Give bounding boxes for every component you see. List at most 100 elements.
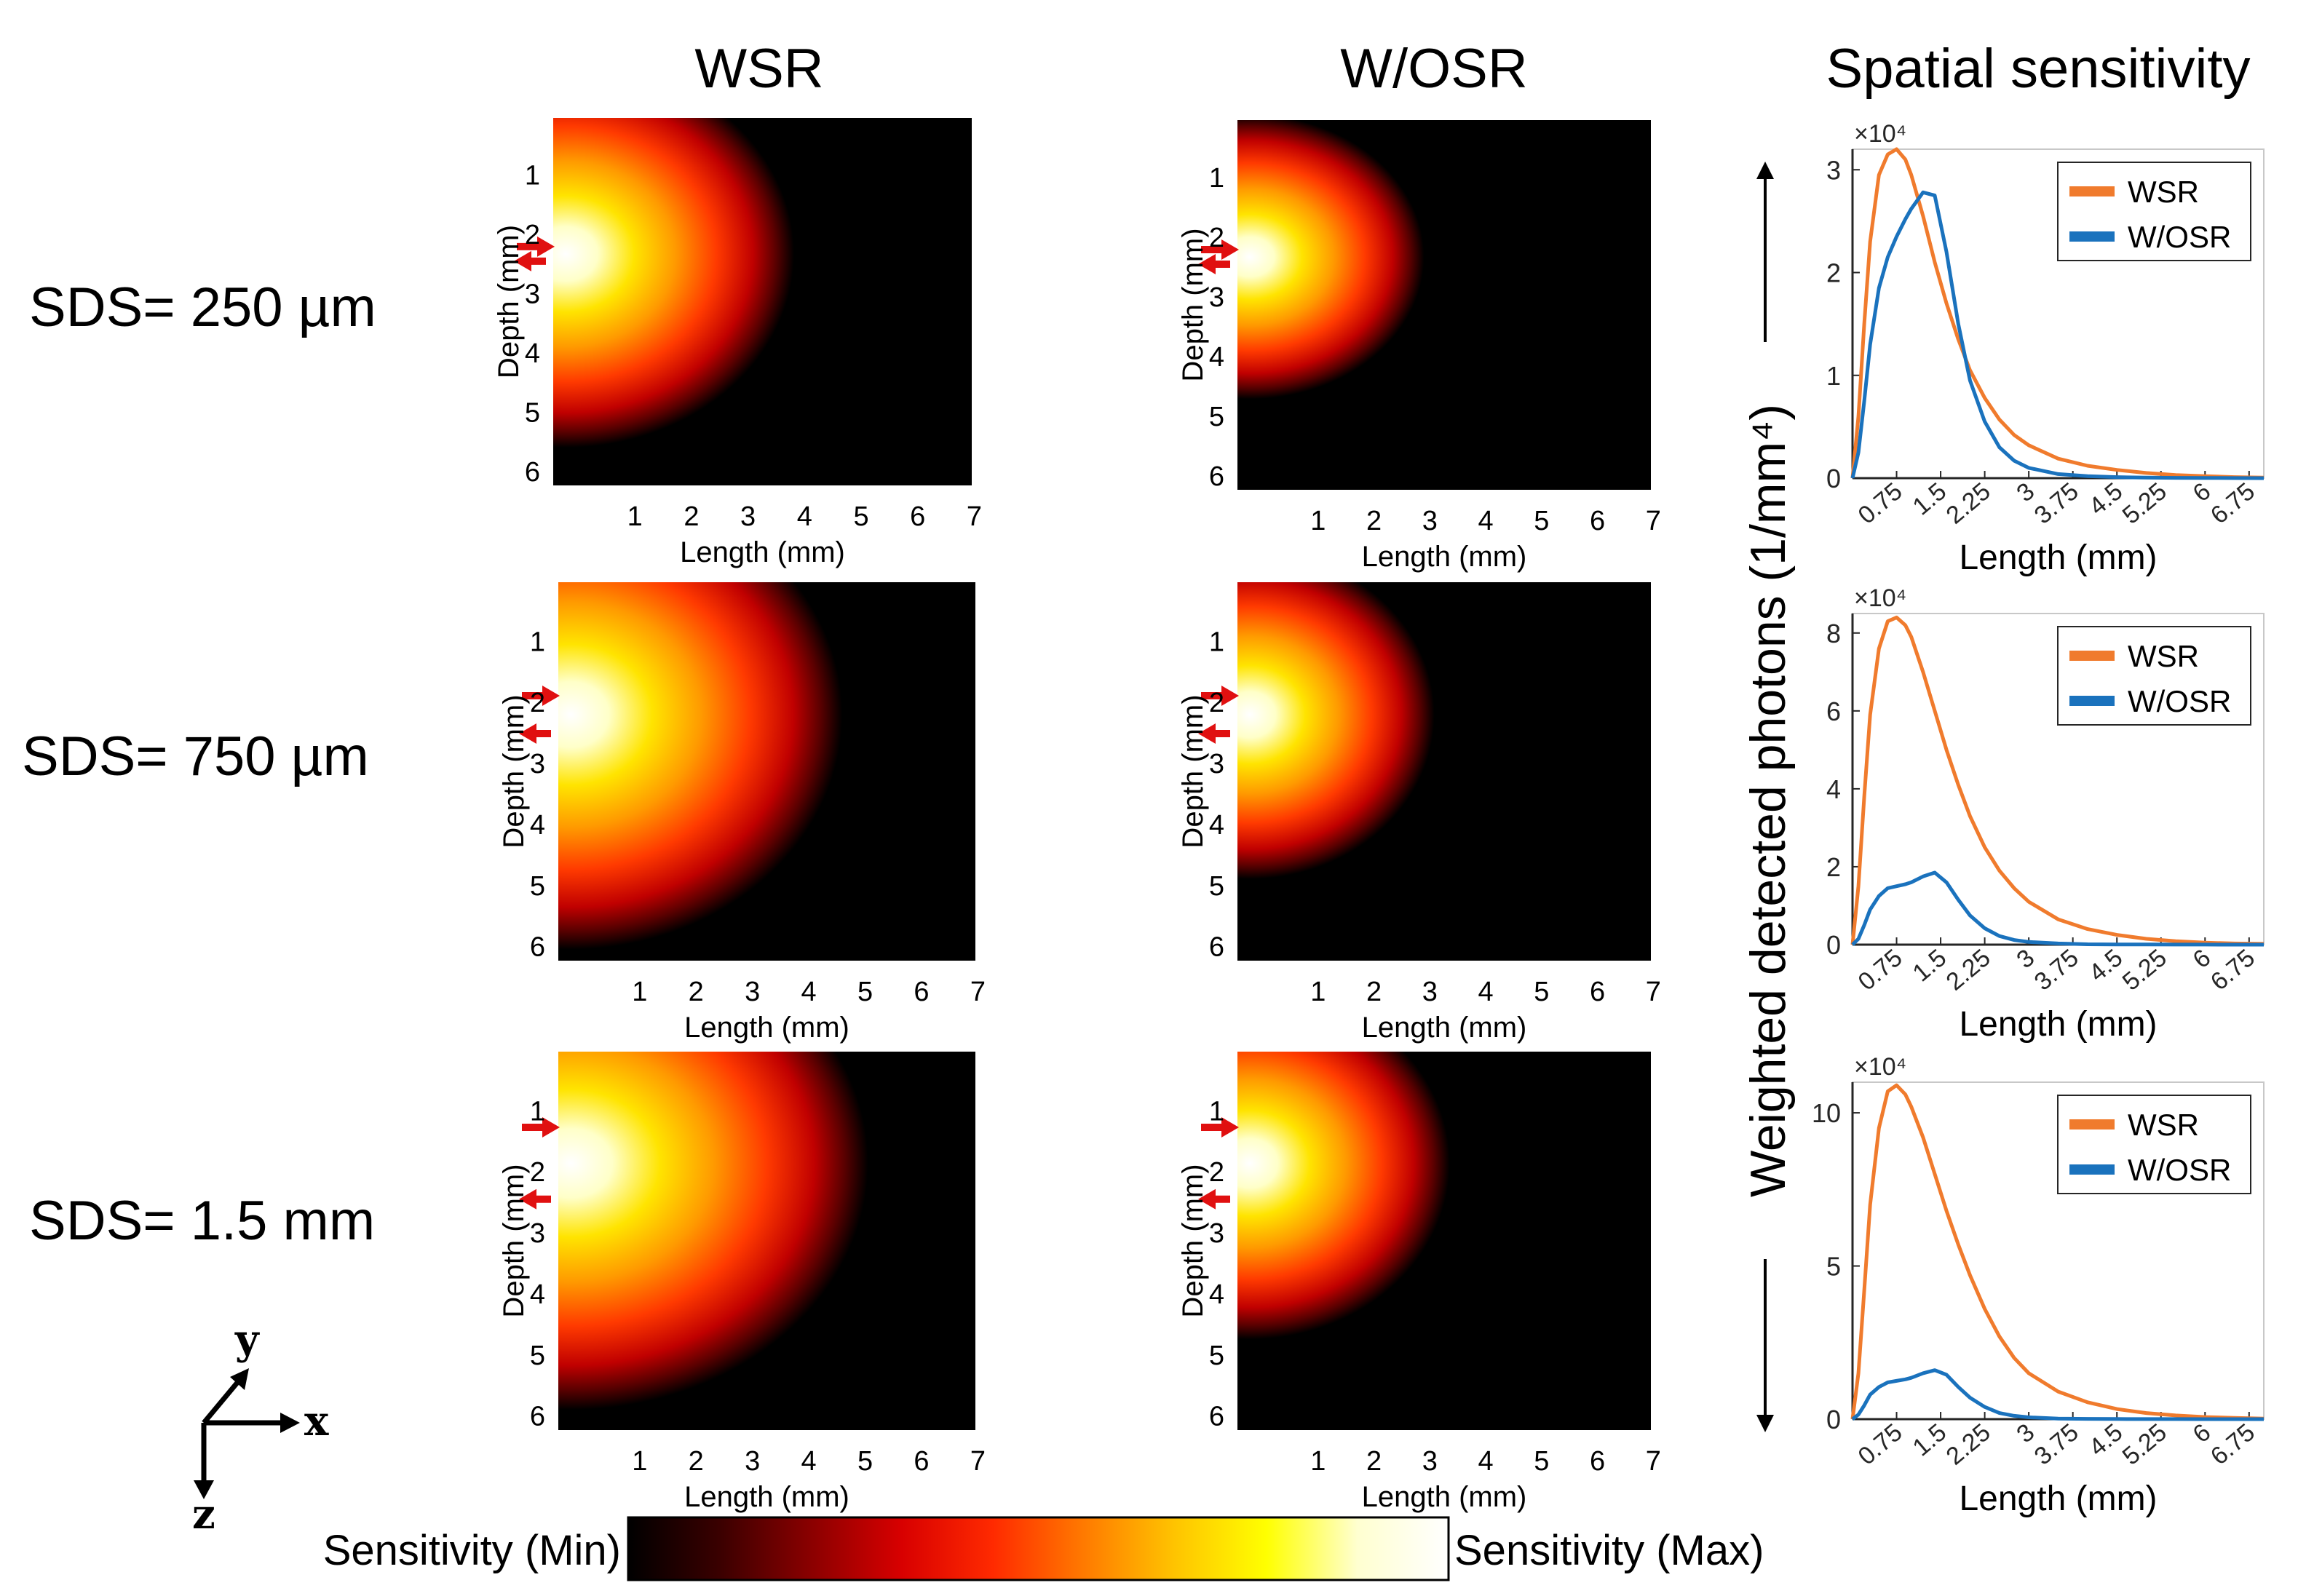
heatmap-xtick: 2: [1366, 1446, 1382, 1477]
colorbar: Sensitivity (Min) Sensitivity (Max): [323, 1516, 1764, 1581]
heatmap-ytick: 5: [525, 397, 540, 428]
heatmap-ytick: 4: [1209, 342, 1224, 373]
sensitivity-plume: [558, 582, 843, 950]
heatmap-panel-3: 1 2 3 4 5 6 7 1 2 3 4 5 6 Length (mm) Depth (mm): [498, 582, 986, 1044]
heatmap-panel-6: 1 2 3 4 5 6 7 1 2 3 4 5 6 Length (mm) Depth (mm): [1177, 1052, 1661, 1513]
series-line-wosr: [1851, 870, 2264, 947]
row-label-sds-250: SDS= 250 µm: [29, 277, 376, 338]
y-tick-label: 0: [1826, 1405, 1841, 1434]
heatmap-ylabel: Depth (mm): [498, 694, 530, 848]
y-tick-label: 10: [1812, 1098, 1841, 1128]
heatmap-xtick: 5: [857, 1446, 873, 1477]
line-chart-xlabel: Length (mm): [1959, 539, 2157, 577]
source-arrow-icon: [1201, 239, 1239, 260]
z-arrow-icon: [194, 1480, 214, 1499]
x-arrow-icon: [280, 1413, 300, 1433]
x-tick-label: 6.75: [2206, 944, 2260, 996]
heatmap-ytick: 4: [530, 810, 545, 841]
heatmap-xtick: 6: [914, 977, 929, 1007]
heatmap-ytick: 1: [525, 161, 540, 191]
heatmap-ytick: 1: [1209, 163, 1224, 194]
series-line-wosr: [1851, 1368, 2264, 1421]
heatmap-xtick: 1: [627, 501, 643, 532]
source-arrow-icon: [522, 686, 560, 706]
row-label-sds-1500: SDS= 1.5 mm: [29, 1190, 375, 1252]
y-tick-label: 3: [1826, 155, 1841, 185]
heatmap-xtick: 4: [801, 1446, 817, 1477]
detector-arrow-icon: [514, 250, 546, 271]
colorbar-max-label: Sensitivity (Max): [1454, 1527, 1764, 1574]
heatmap-xtick: 2: [684, 501, 699, 532]
shared-ylabel-group: Weighted detected photons (1/mm⁴): [1740, 162, 1796, 1432]
x-tick-label: 2.25: [1941, 1418, 1996, 1471]
heatmap-xtick: 5: [1534, 977, 1549, 1007]
x-tick-label: 2.25: [1941, 477, 1996, 530]
legend-box: [2057, 162, 2251, 261]
shared-ylabel: Weighted detected photons (1/mm⁴): [1740, 404, 1796, 1197]
y-tick-label: 6: [1826, 696, 1841, 726]
heatmap-xlabel: Length (mm): [1362, 1481, 1527, 1513]
heatmap-ytick: 3: [525, 279, 540, 309]
legend-label: WSR: [2128, 639, 2199, 673]
y-tick-label: 2: [1826, 258, 1841, 288]
heatmap-xtick: 1: [1310, 506, 1326, 536]
axes-glyph-y: y: [234, 1316, 260, 1364]
legend-label: WSR: [2128, 1108, 2199, 1142]
heatmap-ytick: 2: [1209, 1157, 1224, 1188]
heatmap-xtick: 4: [797, 501, 812, 532]
sensitivity-plume: [558, 1052, 868, 1410]
heatmap-xtick: 6: [1590, 977, 1605, 1007]
heatmap-ytick: 1: [1209, 627, 1224, 657]
heatmap-ytick: 4: [530, 1279, 545, 1310]
heatmap-xtick: 2: [1366, 977, 1382, 1007]
x-tick-label: 6.75: [2206, 477, 2260, 530]
row-label-sds-750: SDS= 750 µm: [22, 726, 369, 787]
heatmap-xlabel: Length (mm): [684, 1481, 849, 1513]
legend: WSR W/OSR: [2057, 162, 2251, 261]
x-tick-label: 5.25: [2117, 944, 2172, 996]
series-line-wosr: [1850, 190, 2265, 480]
y-arrow-icon: [230, 1368, 249, 1390]
source-arrow-icon: [522, 1117, 560, 1138]
heatmap-xtick: 3: [1422, 1446, 1438, 1477]
heatmap-xtick: 6: [910, 501, 925, 532]
axes-glyph-z: z: [192, 1490, 215, 1539]
heatmap-xtick: 4: [801, 977, 817, 1007]
detector-arrow-icon: [1198, 253, 1230, 274]
y-tick-label: 8: [1826, 619, 1841, 648]
col-header-spatial: Spatial sensitivity: [1826, 38, 2251, 100]
sensitivity-plume: [553, 118, 794, 448]
y-tick-label: 0: [1826, 930, 1841, 960]
col-header-wsr: WSR: [694, 38, 823, 100]
sensitivity-plume: [1237, 120, 1425, 400]
axes-glyph-x: x: [304, 1397, 329, 1445]
detector-arrow-icon: [1198, 1188, 1230, 1210]
sensitivity-plume: [1237, 582, 1435, 879]
colorbar-gradient: [627, 1516, 1450, 1581]
heatmap-ytick: 2: [1209, 223, 1224, 253]
y-tick-label: 4: [1826, 774, 1841, 804]
y-axis-glyph-line: [202, 1377, 242, 1425]
heatmap-ytick: 1: [1209, 1096, 1224, 1127]
legend-label: WSR: [2128, 175, 2199, 209]
axes-glyph: x y z: [192, 1316, 329, 1539]
heatmap-ylabel: Depth (mm): [1177, 1164, 1209, 1317]
detector-arrow-icon: [519, 1188, 551, 1210]
heatmap-xtick: 2: [689, 977, 704, 1007]
heatmap-xlabel: Length (mm): [684, 1012, 849, 1044]
heatmap-ytick: 2: [530, 1157, 545, 1188]
heatmap-xlabel: Length (mm): [1362, 1012, 1527, 1044]
heatmap-xtick: 1: [1310, 1446, 1326, 1477]
legend-label: W/OSR: [2128, 684, 2231, 718]
x-tick-label: 5.25: [2117, 477, 2172, 530]
heatmap-ytick: 3: [1209, 282, 1224, 313]
legend-box: [2057, 1095, 2251, 1194]
heatmap-xtick: 7: [970, 1446, 986, 1477]
heatmap-ylabel: Depth (mm): [1177, 228, 1209, 381]
series-line-wsr: [1850, 615, 2265, 946]
exponent-label: ×10⁴: [1854, 1053, 1906, 1081]
detector-arrow-icon: [1198, 723, 1230, 744]
heatmap-ytick: 6: [1209, 461, 1224, 492]
